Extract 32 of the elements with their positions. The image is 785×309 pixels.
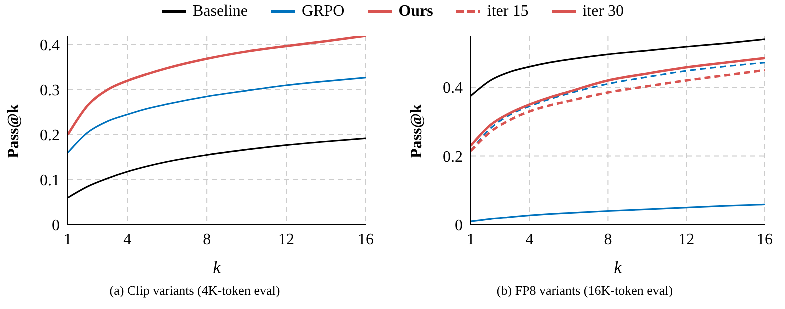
x-tick-label: 1: [467, 231, 475, 248]
x-tick-label: 8: [604, 231, 612, 248]
y-tick-label: 0.3: [40, 82, 60, 100]
y-axis-title: Pass@k: [408, 104, 426, 158]
x-tick-label: 1: [64, 231, 72, 248]
line-series: [68, 36, 366, 136]
legend-label: Ours: [398, 3, 434, 21]
y-tick-label: 0: [455, 218, 463, 235]
x-tick-label: 16: [358, 231, 374, 248]
legend-label: GRPO: [302, 3, 345, 21]
y-tick-label: 0.1: [40, 172, 60, 190]
x-axis-title: k: [614, 258, 622, 277]
legend-label: iter 30: [582, 3, 624, 21]
x-tick-label: 4: [526, 231, 534, 248]
y-tick-label: 0.4: [40, 38, 60, 55]
y-tick-label: 0.4: [443, 80, 463, 98]
line-series: [68, 77, 366, 154]
legend-label: iter 15: [487, 3, 529, 21]
text: (a) Clip variants (4K-token eval): [108, 283, 282, 299]
x-axis-title: k: [213, 258, 222, 277]
x-tick-label: 12: [678, 231, 695, 248]
y-tick-label: 0: [52, 218, 60, 235]
line-series: [471, 204, 765, 222]
legend-label: Baseline: [192, 3, 248, 21]
y-tick-label: 0.2: [40, 128, 60, 145]
x-tick-label: 12: [278, 231, 295, 248]
y-tick-label: 0.2: [443, 148, 463, 166]
x-tick-label: 8: [203, 231, 212, 248]
y-axis-title: Pass@k: [6, 104, 23, 158]
text: (b) FP8 variants (16K-token eval): [496, 283, 674, 299]
x-tick-label: 16: [757, 231, 773, 248]
x-tick-label: 4: [124, 231, 132, 248]
